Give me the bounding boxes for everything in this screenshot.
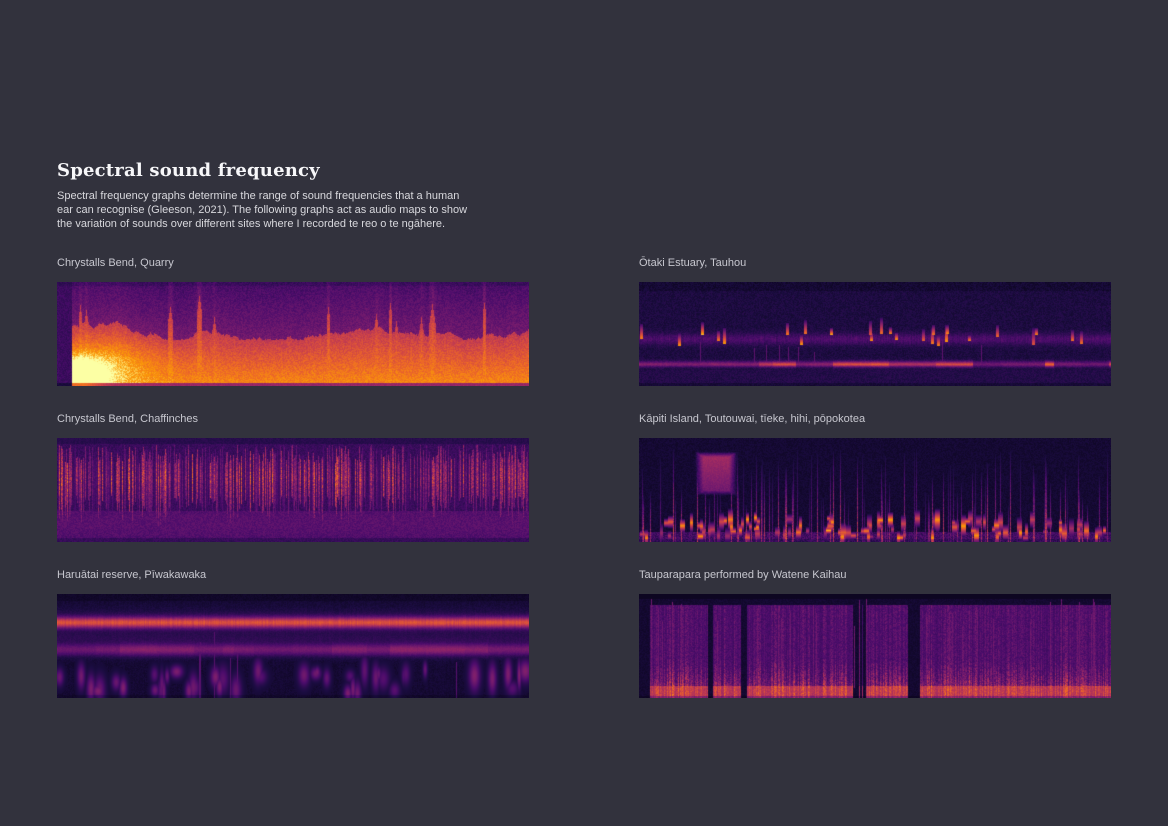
spectrogram-image-tauparapara bbox=[639, 594, 1111, 698]
page-title: Spectral sound frequency bbox=[57, 160, 320, 181]
spectrogram-cell-chrystalls-bend-quarry: Chrystalls Bend, Quarry bbox=[57, 257, 529, 386]
description-line: ear can recognise (Gleeson, 2021). The f… bbox=[57, 204, 468, 216]
spectrogram-image-kapiti-island bbox=[639, 438, 1111, 542]
description-line: the variation of sounds over different s… bbox=[57, 218, 446, 230]
spectrogram-caption: Haruātai reserve, Pīwakawaka bbox=[57, 569, 207, 581]
spectrogram-caption: Tauparapara performed by Watene Kaihau bbox=[639, 569, 847, 581]
spectrogram-grid: Chrystalls Bend, Quarry Ōtaki Estuary, T… bbox=[57, 257, 1111, 698]
spectrogram-caption: Chrystalls Bend, Quarry bbox=[57, 257, 174, 269]
description-line: Spectral frequency graphs determine the … bbox=[57, 190, 460, 202]
spectrogram-caption: Chrystalls Bend, Chaffinches bbox=[57, 413, 199, 425]
spectrogram-cell-haruatai-reserve: Haruātai reserve, Pīwakawaka bbox=[57, 569, 529, 698]
spectrogram-caption: Ōtaki Estuary, Tauhou bbox=[639, 257, 747, 269]
spectrogram-caption: Kāpiti Island, Toutouwai, tīeke, hihi, p… bbox=[639, 413, 866, 425]
spectrogram-image-chrystalls-bend-chaffinches bbox=[57, 438, 529, 542]
page-description: Spectral frequency graphs determine the … bbox=[57, 189, 467, 231]
spectrogram-image-otaki-estuary bbox=[639, 282, 1111, 386]
spectrogram-image-haruatai-reserve bbox=[57, 594, 529, 698]
spectrogram-image-chrystalls-bend-quarry bbox=[57, 282, 529, 386]
spectrogram-cell-tauparapara: Tauparapara performed by Watene Kaihau bbox=[639, 569, 1111, 698]
page-header: Spectral sound frequency Spectral freque… bbox=[57, 160, 467, 231]
spectrogram-cell-chrystalls-bend-chaffinches: Chrystalls Bend, Chaffinches bbox=[57, 413, 529, 542]
spectrogram-cell-kapiti-island: Kāpiti Island, Toutouwai, tīeke, hihi, p… bbox=[639, 413, 1111, 542]
spectrogram-cell-otaki-estuary: Ōtaki Estuary, Tauhou bbox=[639, 257, 1111, 386]
